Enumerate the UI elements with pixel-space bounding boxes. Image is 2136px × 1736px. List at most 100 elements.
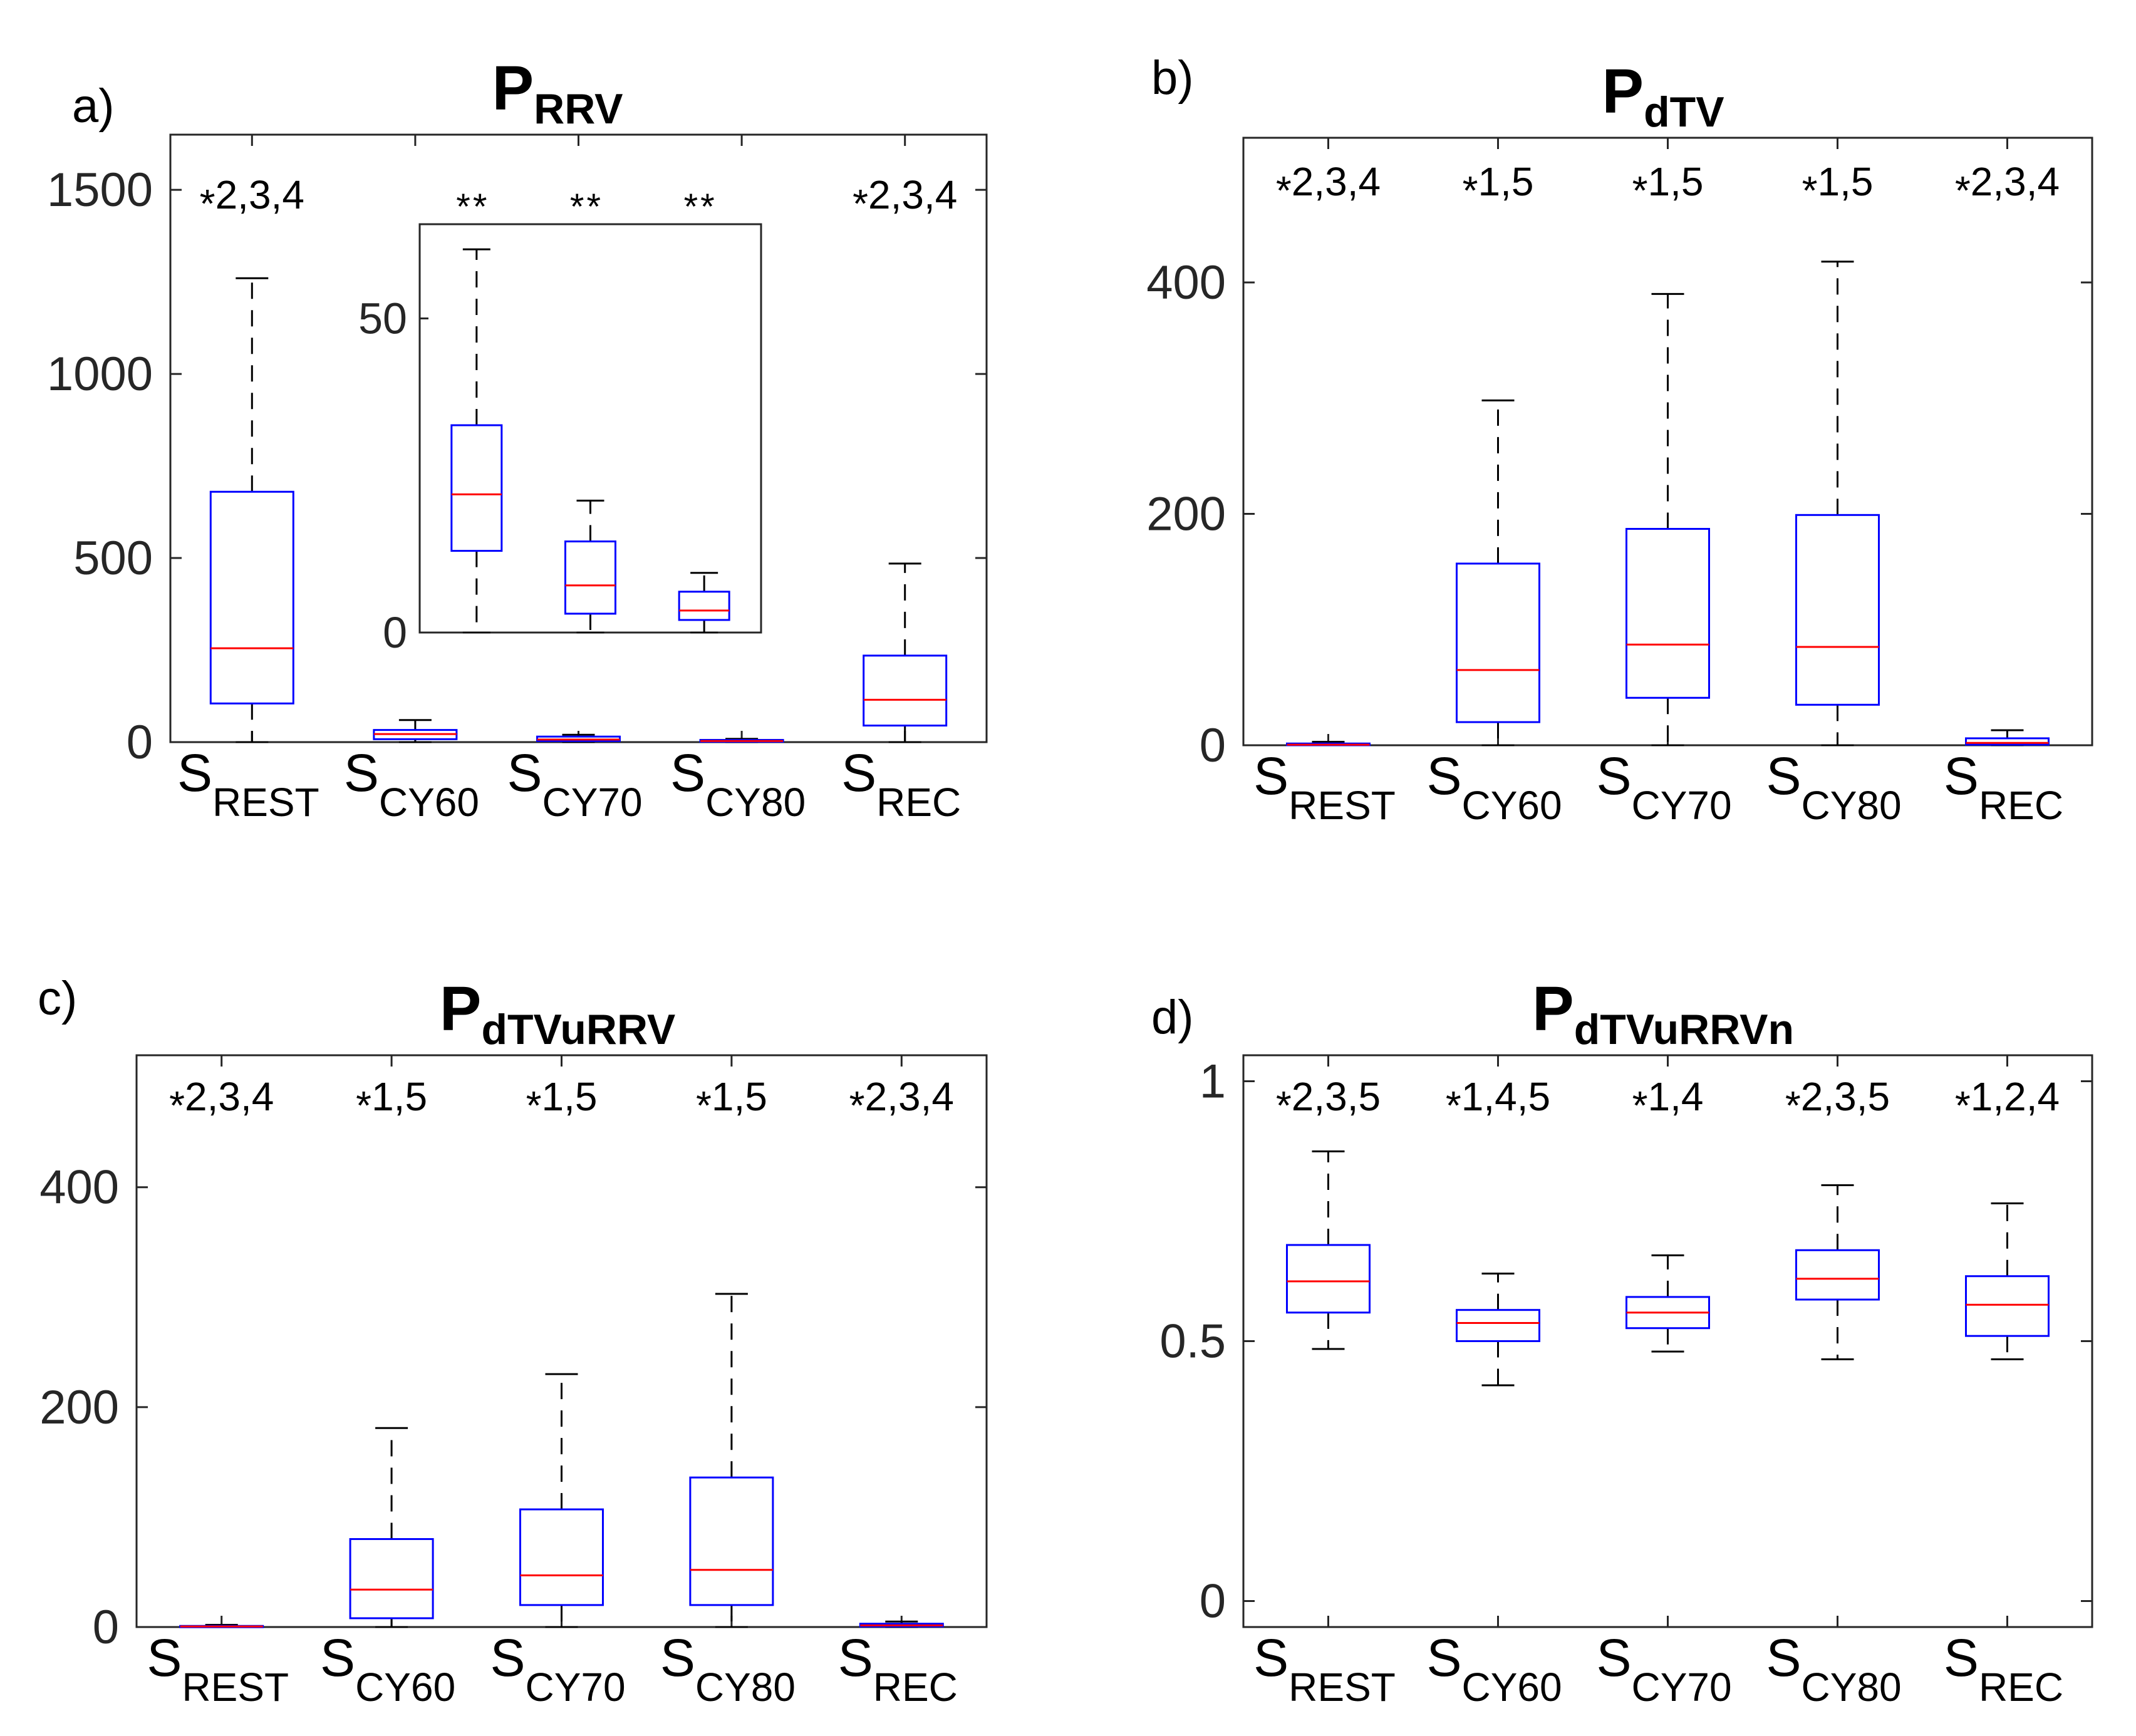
panel-title: PRRV <box>492 53 623 133</box>
x-category-label: SCY70 <box>490 1628 625 1710</box>
box-cy60 <box>349 1427 434 1628</box>
significance-annotation: *2,3,4 <box>1955 159 2060 213</box>
box-cy70 <box>1625 292 1710 747</box>
iqr-box <box>863 654 948 727</box>
significance-annotation: *2,3,4 <box>1276 159 1381 213</box>
y-tick-label: 0.5 <box>1159 1315 1226 1368</box>
x-category-label: SREST <box>1253 1628 1396 1710</box>
box-rec <box>863 562 948 743</box>
box-rest <box>179 1623 264 1628</box>
y-tick-label: 1500 <box>47 163 153 217</box>
x-category-label: SREST <box>147 1628 289 1710</box>
iqr-box <box>1795 514 1880 706</box>
iqr-box <box>1795 1249 1880 1301</box>
y-tick-label: 0 <box>1200 1575 1226 1628</box>
x-category-label: SREC <box>838 1628 958 1710</box>
iqr-box <box>1965 1275 2050 1337</box>
x-category-label: SCY70 <box>1596 747 1731 828</box>
panel-letter: b) <box>1151 51 1194 105</box>
box-rec <box>1965 729 2050 747</box>
box-cy80 <box>1795 1184 1880 1361</box>
inset-box <box>450 248 503 634</box>
significance-annotation: *1,5 <box>526 1074 598 1128</box>
inset-significance-annotation: ** <box>456 187 489 227</box>
x-category-label: SCY60 <box>344 743 479 825</box>
x-category-label: SCY80 <box>660 1628 796 1710</box>
panel-title: PdTV <box>1602 56 1724 136</box>
significance-annotation: *2,3,5 <box>1785 1074 1890 1128</box>
significance-annotation: *1,5 <box>696 1074 767 1128</box>
significance-annotation: *2,3,4 <box>200 172 304 226</box>
x-category-label: SREST <box>1253 747 1396 828</box>
box-rest <box>209 277 294 743</box>
panel-d: 0 0.5 1 SREST SCY60 SCY70 SCY80 SREC *2,3,5 *1,4,… <box>1151 974 2093 1710</box>
significance-annotation: *1,4,5 <box>1446 1074 1550 1128</box>
iqr-box <box>1456 562 1540 723</box>
box-cy70 <box>536 733 621 743</box>
x-category-label: SCY60 <box>320 1628 455 1710</box>
y-tick-label: 0 <box>93 1601 119 1654</box>
x-category-label: SREC <box>1944 747 2063 828</box>
box-rest <box>1286 740 1371 747</box>
inset-y-tick-label: 0 <box>383 608 407 657</box>
iqr-box <box>1456 1309 1540 1342</box>
x-category-label: SREC <box>1944 1628 2063 1710</box>
significance-annotation: *1,5 <box>1802 159 1874 213</box>
significance-annotation: *2,3,5 <box>1276 1074 1381 1128</box>
inset-iqr-box <box>450 424 503 552</box>
y-tick-label: 0 <box>1200 719 1226 772</box>
x-category-label: SCY60 <box>1426 1628 1562 1710</box>
y-tick-label: 200 <box>1146 487 1226 540</box>
x-category-label: SREST <box>177 743 319 825</box>
inset-box <box>564 499 616 634</box>
panel-letter: c) <box>38 972 77 1025</box>
y-tick-label: 200 <box>39 1381 119 1434</box>
panel-title: PdTVuRRV <box>440 974 676 1053</box>
inset-significance-annotation: ** <box>570 187 603 227</box>
panel-letter: a) <box>72 80 115 133</box>
box-cy70 <box>519 1373 604 1628</box>
significance-annotation: *2,3,4 <box>853 172 957 226</box>
panel-b: 0 200 400 SREST SCY60 SCY70 SCY80 SREC *2,3,4 *1,… <box>1146 51 2093 828</box>
significance-annotation: *1,2,4 <box>1955 1074 2060 1128</box>
significance-annotation: *2,3,4 <box>169 1074 274 1128</box>
box-rec <box>859 1620 944 1628</box>
y-tick-label: 1000 <box>47 348 153 401</box>
significance-annotation: *1,5 <box>356 1074 427 1128</box>
panel-c: 0 200 400 SREST SCY60 SCY70 SCY80 SREC *2,3,4 *1,… <box>38 972 988 1710</box>
iqr-box <box>689 1476 774 1606</box>
x-category-label: SREC <box>841 743 961 825</box>
y-tick-label: 1 <box>1200 1055 1226 1108</box>
significance-annotation: *1,5 <box>1463 159 1534 213</box>
inset-iqr-box <box>564 540 616 615</box>
iqr-box <box>349 1538 434 1620</box>
box-cy80 <box>689 1293 774 1628</box>
box-cy60 <box>1456 1273 1540 1387</box>
box-cy80 <box>1795 261 1880 747</box>
significance-annotation: *1,4 <box>1632 1074 1704 1128</box>
x-category-label: SCY60 <box>1426 747 1562 828</box>
x-category-label: SCY80 <box>670 743 806 825</box>
iqr-box <box>1625 527 1710 699</box>
inset-y-tick-label: 50 <box>358 294 407 343</box>
y-tick-label: 500 <box>73 532 153 585</box>
box-cy70 <box>1625 1254 1710 1353</box>
significance-annotation: *2,3,4 <box>849 1074 954 1128</box>
box-rec <box>1965 1202 2050 1361</box>
y-tick-label: 0 <box>127 716 153 769</box>
x-category-label: SCY80 <box>1766 1628 1901 1710</box>
inset-iqr-box <box>678 591 730 621</box>
box-cy80 <box>699 738 784 743</box>
inset-box <box>678 572 730 634</box>
x-category-label: SCY70 <box>1596 1628 1731 1710</box>
iqr-box <box>1286 1244 1371 1314</box>
iqr-box <box>1965 737 2050 746</box>
panel-title: PdTVuRRVn <box>1532 974 1794 1053</box>
box-cy60 <box>373 719 458 743</box>
iqr-box <box>519 1508 604 1606</box>
inset-significance-annotation: ** <box>684 187 717 227</box>
y-tick-label: 400 <box>1146 256 1226 309</box>
x-category-label: SCY70 <box>507 743 642 825</box>
